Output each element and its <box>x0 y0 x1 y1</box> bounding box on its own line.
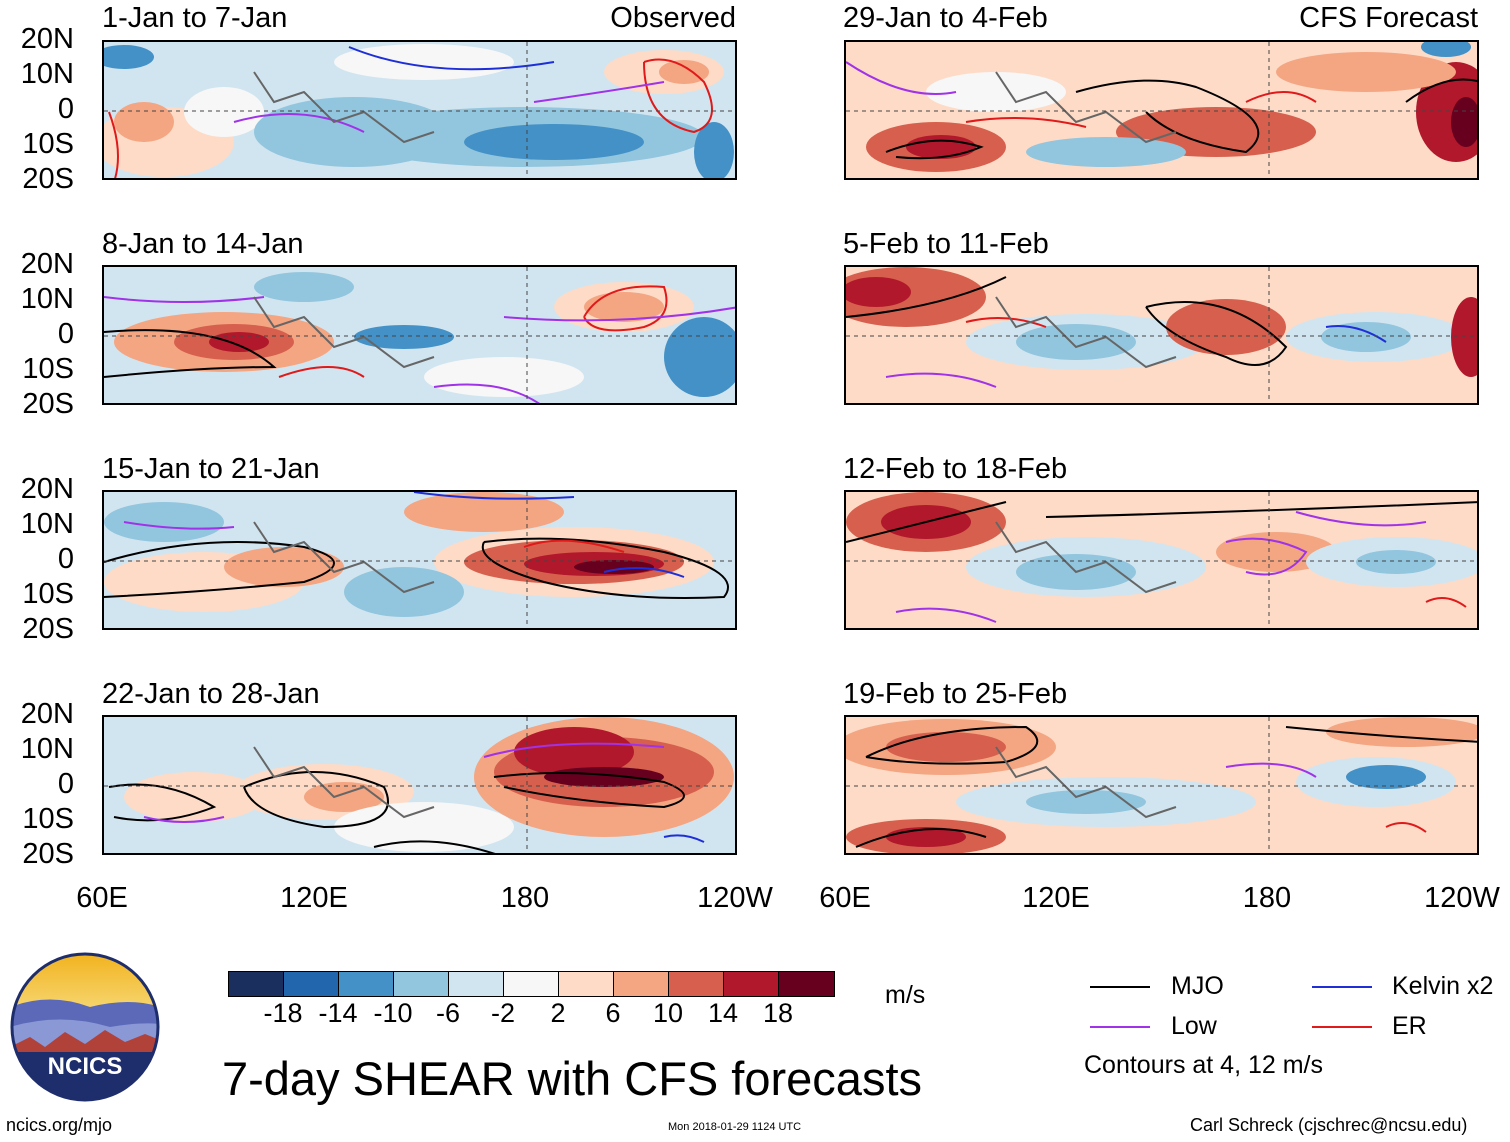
lon-label: 120W <box>1424 882 1500 914</box>
legend-label-kelvin: Kelvin x2 <box>1392 972 1494 1000</box>
legend-line-low <box>1090 1026 1150 1028</box>
figure-title: 7-day SHEAR with CFS forecasts <box>222 1052 922 1105</box>
panel-title: 22-Jan to 28-Jan <box>102 678 320 710</box>
lon-label: 60E <box>819 882 871 914</box>
map-panel <box>844 265 1479 405</box>
panel-label-observed: Observed <box>610 2 736 34</box>
lat-label: 20S <box>22 838 74 870</box>
lon-label: 120E <box>280 882 348 914</box>
lat-label: 20N <box>20 248 74 280</box>
lat-label: 10N <box>20 58 74 90</box>
footer-timestamp: Mon 2018-01-29 1124 UTC <box>668 1121 802 1133</box>
lat-label: 0 <box>57 768 74 800</box>
lat-label: 20S <box>22 613 74 645</box>
map-panel <box>844 715 1479 855</box>
panel-title: 12-Feb to 18-Feb <box>843 453 1068 485</box>
lat-label: 0 <box>57 543 74 575</box>
lat-label: 10S <box>22 578 74 610</box>
legend-line-mjo <box>1090 986 1150 988</box>
shear-map <box>104 492 735 628</box>
lat-label: 20S <box>22 163 74 195</box>
colorbar-tick: -10 <box>373 998 413 1028</box>
logo-graphic <box>10 952 160 1102</box>
colorbar-tick: -14 <box>318 998 358 1028</box>
colorbar-tick: 10 <box>652 998 684 1028</box>
panel-title: 5-Feb to 11-Feb <box>843 228 1049 260</box>
shear-map <box>846 492 1477 628</box>
shear-map <box>104 267 735 403</box>
lat-label: 0 <box>57 93 74 125</box>
panel-title: 1-Jan to 7-Jan <box>102 2 288 34</box>
panel-title: 29-Jan to 4-Feb <box>843 2 1048 34</box>
map-panel <box>102 715 737 855</box>
lat-label: 20N <box>20 698 74 730</box>
colorbar-swatch <box>504 972 559 996</box>
shear-map <box>104 717 735 853</box>
colorbar-swatch <box>559 972 614 996</box>
footer-credit: Carl Schreck (cjschrec@ncsu.edu) <box>1190 1115 1468 1135</box>
shear-map <box>104 42 735 178</box>
colorbar-swatch <box>779 972 834 996</box>
lon-label: 120E <box>1022 882 1090 914</box>
lat-label: 10N <box>20 508 74 540</box>
lat-label: 10N <box>20 283 74 315</box>
lat-label: 10N <box>20 733 74 765</box>
colorbar-tick: 14 <box>707 998 739 1028</box>
map-panel <box>844 40 1479 180</box>
lat-label: 20S <box>22 388 74 420</box>
map-panel <box>102 265 737 405</box>
colorbar <box>228 971 835 997</box>
colorbar-swatch <box>284 972 339 996</box>
colorbar-swatch <box>449 972 504 996</box>
colorbar-units: m/s <box>885 981 926 1009</box>
colorbar-tick: -6 <box>435 998 461 1028</box>
lat-label: 10S <box>22 803 74 835</box>
panel-label-cfs-forecast: CFS Forecast <box>1299 2 1478 34</box>
shear-map <box>846 717 1477 853</box>
legend-note: Contours at 4, 12 m/s <box>1084 1051 1324 1079</box>
lon-label: 180 <box>500 882 550 914</box>
lon-label: 60E <box>76 882 128 914</box>
map-panel <box>844 490 1479 630</box>
shear-map <box>846 267 1477 403</box>
colorbar-swatch <box>229 972 284 996</box>
map-panel <box>102 490 737 630</box>
logo-text: NCICS <box>47 1053 123 1080</box>
colorbar-tick: 6 <box>605 998 621 1028</box>
colorbar-swatch <box>339 972 394 996</box>
colorbar-swatch <box>669 972 724 996</box>
colorbar-tick: 18 <box>762 998 794 1028</box>
colorbar-tick: -2 <box>490 998 516 1028</box>
shear-map <box>846 42 1477 178</box>
lon-label: 120W <box>697 882 773 914</box>
lon-label: 180 <box>1242 882 1292 914</box>
panel-title: 15-Jan to 21-Jan <box>102 453 320 485</box>
legend-line-er <box>1312 1026 1372 1028</box>
colorbar-swatch <box>394 972 449 996</box>
lat-label: 0 <box>57 318 74 350</box>
lat-label: 20N <box>20 23 74 55</box>
legend-line-kelvin <box>1312 986 1372 988</box>
colorbar-tick: -18 <box>263 998 303 1028</box>
ncics-logo: NCICS <box>10 952 160 1102</box>
lat-label: 20N <box>20 473 74 505</box>
footer-url[interactable]: ncics.org/mjo <box>6 1115 113 1135</box>
colorbar-tick: 2 <box>550 998 566 1028</box>
colorbar-swatch <box>724 972 779 996</box>
colorbar-swatch <box>614 972 669 996</box>
panel-title: 19-Feb to 25-Feb <box>843 678 1068 710</box>
lat-label: 10S <box>22 353 74 385</box>
legend-label-mjo: MJO <box>1171 972 1224 1000</box>
map-panel <box>102 40 737 180</box>
legend-label-er: ER <box>1392 1012 1427 1040</box>
panel-title: 8-Jan to 14-Jan <box>102 228 304 260</box>
lat-label: 10S <box>22 128 74 160</box>
legend-label-low: Low <box>1171 1012 1217 1040</box>
